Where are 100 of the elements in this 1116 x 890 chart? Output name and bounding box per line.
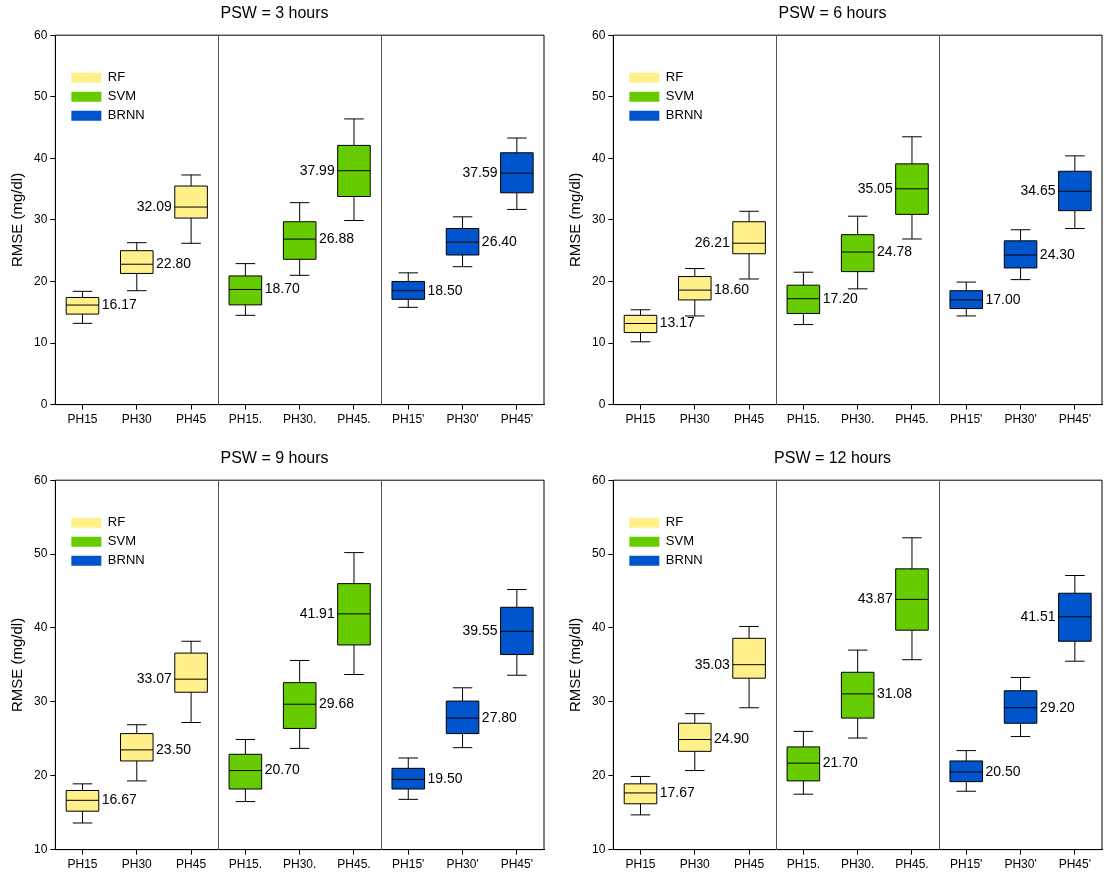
text: 20.70 — [264, 761, 300, 778]
y-tick-label: 40 — [33, 620, 48, 635]
text: 39.55 — [462, 622, 498, 639]
y-tick-label: 50 — [591, 546, 606, 561]
legend-label: SVM — [665, 88, 695, 104]
text: 18.60 — [714, 280, 750, 297]
y-tick-label: 10 — [591, 841, 606, 856]
legend-label: BRNN — [665, 552, 703, 568]
x-tick-label: PH45' — [1058, 857, 1092, 872]
text: 26.40 — [481, 232, 517, 249]
x-tick-label: PH45 — [734, 857, 765, 872]
text: 26.21 — [694, 234, 730, 251]
x-tick-label: PH30. — [282, 857, 317, 872]
y-tick-label: 30 — [591, 212, 606, 227]
x-tick-label: PH45 — [176, 412, 207, 427]
x-tick-label: PH15 — [625, 857, 656, 872]
y-tick-label: 20 — [33, 768, 48, 783]
text: 18.70 — [264, 280, 300, 297]
text: 27.80 — [481, 708, 517, 725]
text: 24.78 — [876, 242, 913, 259]
text: 17.67 — [659, 783, 695, 800]
x-tick-label: PH30' — [1004, 412, 1037, 427]
text: 23.50 — [156, 740, 192, 757]
chart-title: PSW = 6 hours — [778, 4, 887, 22]
y-tick-label: 60 — [33, 472, 48, 487]
legend-label: RF — [665, 514, 684, 530]
x-tick-label: PH15. — [228, 857, 263, 872]
text: 18.50 — [427, 281, 463, 298]
text: 37.59 — [462, 164, 498, 181]
chart-title: PSW = 3 hours — [220, 4, 329, 22]
x-tick-label: PH45. — [895, 412, 929, 427]
text: 33.07 — [136, 670, 172, 687]
text: 35.03 — [694, 655, 730, 672]
text: 17.20 — [822, 289, 858, 306]
x-tick-label: PH45' — [500, 857, 534, 872]
x-tick-label: PH45. — [337, 857, 371, 872]
y-tick-label: 50 — [33, 89, 48, 104]
x-tick-label: PH15 — [67, 857, 98, 872]
legend-label: SVM — [107, 533, 137, 549]
y-tick-label: 60 — [591, 472, 606, 487]
x-tick-label: PH30 — [121, 857, 153, 872]
x-tick-label: PH15' — [950, 857, 983, 872]
text: 31.08 — [876, 684, 913, 701]
x-tick-label: PH15. — [786, 857, 821, 872]
x-tick-label: PH30. — [282, 412, 317, 427]
x-tick-label: PH30. — [840, 412, 875, 427]
text: 29.20 — [1039, 698, 1075, 715]
y-tick-label: 10 — [591, 335, 606, 350]
chart-title: PSW = 12 hours — [774, 449, 891, 467]
y-tick-label: 20 — [33, 273, 48, 288]
legend-label: BRNN — [665, 107, 703, 123]
x-tick-label: PH15. — [786, 412, 821, 427]
text: 20.50 — [985, 762, 1021, 779]
y-tick-label: 30 — [33, 694, 48, 709]
y-tick-label: 40 — [591, 150, 606, 165]
text: 41.91 — [299, 604, 335, 621]
legend-label: BRNN — [107, 107, 145, 123]
text: 24.30 — [1039, 245, 1075, 262]
y-tick-label: 40 — [33, 150, 48, 165]
text: 32.09 — [136, 197, 172, 214]
legend-label: BRNN — [107, 552, 145, 568]
y-tick-label: 50 — [33, 546, 48, 561]
text: 43.87 — [857, 590, 893, 607]
legend-label: RF — [665, 69, 684, 85]
x-tick-label: PH30 — [679, 857, 711, 872]
x-tick-label: PH45. — [337, 412, 371, 427]
x-tick-label: PH30. — [840, 857, 875, 872]
y-tick-label: 10 — [33, 335, 48, 350]
x-tick-label: PH30' — [446, 412, 479, 427]
x-tick-label: PH15' — [950, 412, 983, 427]
x-tick-label: PH30 — [121, 412, 153, 427]
text: 22.80 — [156, 255, 192, 272]
y-tick-label: 20 — [591, 768, 606, 783]
y-tick-label: 10 — [33, 841, 48, 856]
y-tick-label: 30 — [33, 212, 48, 227]
y-tick-label: 30 — [591, 694, 606, 709]
legend-label: SVM — [107, 88, 137, 104]
x-tick-label: PH15' — [392, 412, 425, 427]
x-tick-label: PH30 — [679, 412, 711, 427]
x-tick-label: PH15 — [625, 412, 656, 427]
x-tick-label: PH45. — [895, 857, 929, 872]
y-axis-title: RMSE (mg/dl) — [8, 617, 26, 712]
x-tick-label: PH45' — [500, 412, 534, 427]
x-tick-label: PH30' — [446, 857, 479, 872]
text: 16.17 — [101, 295, 137, 312]
text: 13.17 — [659, 314, 695, 331]
x-tick-label: PH45 — [176, 857, 207, 872]
text: 16.67 — [101, 791, 137, 808]
text: 26.88 — [318, 229, 355, 246]
x-tick-label: PH15. — [228, 412, 263, 427]
text: 37.99 — [299, 161, 335, 178]
text: 41.51 — [1020, 607, 1056, 624]
text: 24.90 — [714, 730, 750, 747]
y-axis-title: RMSE (mg/dl) — [566, 617, 584, 712]
x-tick-label: PH45 — [734, 412, 765, 427]
y-tick-label: 60 — [33, 27, 48, 42]
y-tick-label: 40 — [591, 620, 606, 635]
x-tick-label: PH15' — [392, 857, 425, 872]
text: 29.68 — [318, 695, 355, 712]
y-tick-label: 50 — [591, 89, 606, 104]
